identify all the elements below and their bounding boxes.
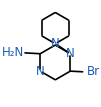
Text: N: N [51, 37, 60, 50]
Text: N: N [36, 65, 45, 78]
Text: N: N [66, 47, 75, 60]
Text: H₂N: H₂N [2, 46, 24, 59]
Text: Br: Br [86, 65, 100, 79]
